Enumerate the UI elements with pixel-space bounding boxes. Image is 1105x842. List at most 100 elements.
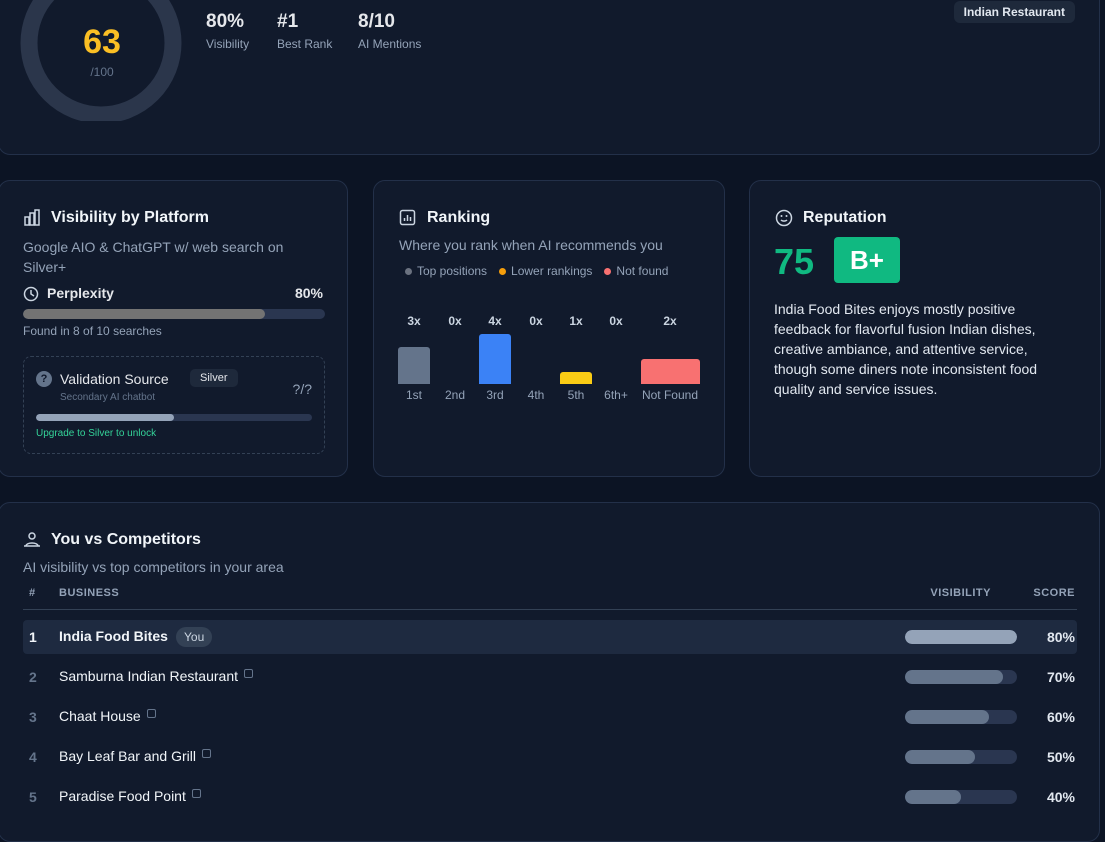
legend-item: Not found <box>604 264 668 278</box>
competitors-card: You vs Competitors AI visibility vs top … <box>0 502 1100 842</box>
legend-dot <box>499 268 507 275</box>
rank: 1 <box>29 629 37 645</box>
bar-category: 5th <box>567 388 585 402</box>
platform-percent: 80% <box>294 285 323 301</box>
upgrade-link[interactable]: Upgrade to Silver to unlock <box>36 428 157 439</box>
card-title: Visibility by Platform <box>51 209 209 226</box>
business-name: Samburna Indian Restaurant <box>59 668 238 684</box>
card-subtitle: Where you rank when AI recommends you <box>399 237 663 253</box>
bar-category: 4th <box>527 388 545 402</box>
platform-name: Perplexity <box>47 285 114 301</box>
icon <box>24 532 40 547</box>
visibility-bar <box>905 630 1017 644</box>
column-header: # <box>29 587 36 599</box>
visibility-score: 40% <box>1046 789 1075 805</box>
visibility-track <box>905 710 1017 724</box>
rank: 4 <box>29 749 37 765</box>
external-link[interactable] <box>244 669 253 678</box>
stat-value: #1 <box>277 11 299 32</box>
score-ring <box>20 0 182 121</box>
external-link[interactable] <box>192 789 201 798</box>
stat-label: Visibility <box>206 37 250 51</box>
bar <box>640 359 700 384</box>
score-max: /100 <box>90 65 114 79</box>
bar-category: 1st <box>405 388 422 402</box>
visibility-track <box>905 790 1017 804</box>
stat-label: AI Mentions <box>358 37 422 51</box>
icon <box>775 209 793 227</box>
rank: 2 <box>29 669 37 685</box>
icon <box>23 286 39 302</box>
placeholder-track <box>36 414 312 421</box>
legend-item: Lower rankings <box>499 264 592 278</box>
validation-subtitle: Secondary AI chatbot <box>60 392 156 403</box>
visibility-track <box>905 670 1017 684</box>
bar-category: Not Found <box>641 388 699 402</box>
card-title: Ranking <box>427 209 491 226</box>
bar-value-label: 0x <box>448 314 462 328</box>
visibility-bar <box>905 750 975 764</box>
external-link[interactable] <box>202 749 211 758</box>
card-title: Reputation <box>803 209 887 226</box>
business-name: Bay Leaf Bar and Grill <box>59 748 196 764</box>
platform-track <box>23 309 325 319</box>
validation-title: Validation Source <box>60 371 169 387</box>
legend-dot <box>405 268 412 275</box>
stat-label: Best Rank <box>277 37 333 51</box>
visibility-score: 80% <box>1046 629 1075 645</box>
card-subtitle: AI visibility vs top competitors in your… <box>23 559 284 575</box>
visibility-score: 50% <box>1046 749 1075 765</box>
stat-value: 80% <box>206 11 245 32</box>
legend-item: Top positions <box>405 264 487 278</box>
visibility-track <box>905 630 1017 644</box>
visibility-track <box>905 750 1017 764</box>
score: 63 <box>83 23 121 61</box>
you-badge: You <box>176 627 213 647</box>
legend: Top positions Lower rankings Not found <box>405 264 668 278</box>
business-name: Chaat House <box>59 708 141 724</box>
category-tag: Indian Restaurant <box>953 1 1075 23</box>
badge: Silver <box>190 369 238 387</box>
validation-box: ? Validation Source Silver ?/? Secondary… <box>23 356 325 454</box>
divider <box>23 609 1077 610</box>
visibility-score: 60% <box>1046 709 1075 725</box>
rank: 3 <box>29 709 37 725</box>
column-header: BUSINESS <box>59 587 120 599</box>
card-title: You vs Competitors <box>51 531 201 548</box>
platform-bar <box>23 309 265 319</box>
bar-category: 3rd <box>486 388 504 402</box>
reputation-card: Reputation 75 B+ India Food Bites enjoys… <box>749 180 1101 477</box>
bar-value-label: 2x <box>663 314 677 328</box>
rank: 5 <box>29 789 37 805</box>
bar <box>560 371 592 384</box>
icon <box>24 209 40 226</box>
reputation-score: 75 <box>774 241 815 282</box>
bar <box>479 334 511 384</box>
external-link[interactable] <box>147 709 156 718</box>
column-header: SCORE <box>1033 587 1075 599</box>
bar-value-label: 0x <box>609 314 623 328</box>
stat-value: 8/10 <box>358 11 395 32</box>
legend-label: Top positions <box>417 264 488 278</box>
business-name: India Food Bites <box>59 628 168 644</box>
bar-value-label: 3x <box>407 314 421 328</box>
visibility-bar <box>905 790 961 804</box>
bar-value-label: 4x <box>488 314 502 328</box>
card-subtitle: Google AIO & ChatGPT w/ web search on Si… <box>23 239 284 275</box>
legend-dot <box>604 268 612 275</box>
ranking-card: Ranking Where you rank when AI recommend… <box>373 180 725 477</box>
icon: ? <box>36 371 52 387</box>
validation-score: ?/? <box>292 381 312 397</box>
icon <box>399 209 416 226</box>
visibility-bar <box>905 670 1003 684</box>
legend-label: Lower rankings <box>511 264 593 278</box>
summary: India Food Bites enjoys mostly positive … <box>774 301 1038 397</box>
legend-label: Not found <box>616 264 669 278</box>
bar-category: 2nd <box>444 388 466 402</box>
visibility-bar <box>905 710 989 724</box>
placeholder-bar <box>36 414 174 421</box>
bar <box>398 346 430 384</box>
visibility-score: 70% <box>1046 669 1075 685</box>
summary-card: 63 /100 Indian Restaurant 80% Visibility #… <box>0 0 1100 155</box>
